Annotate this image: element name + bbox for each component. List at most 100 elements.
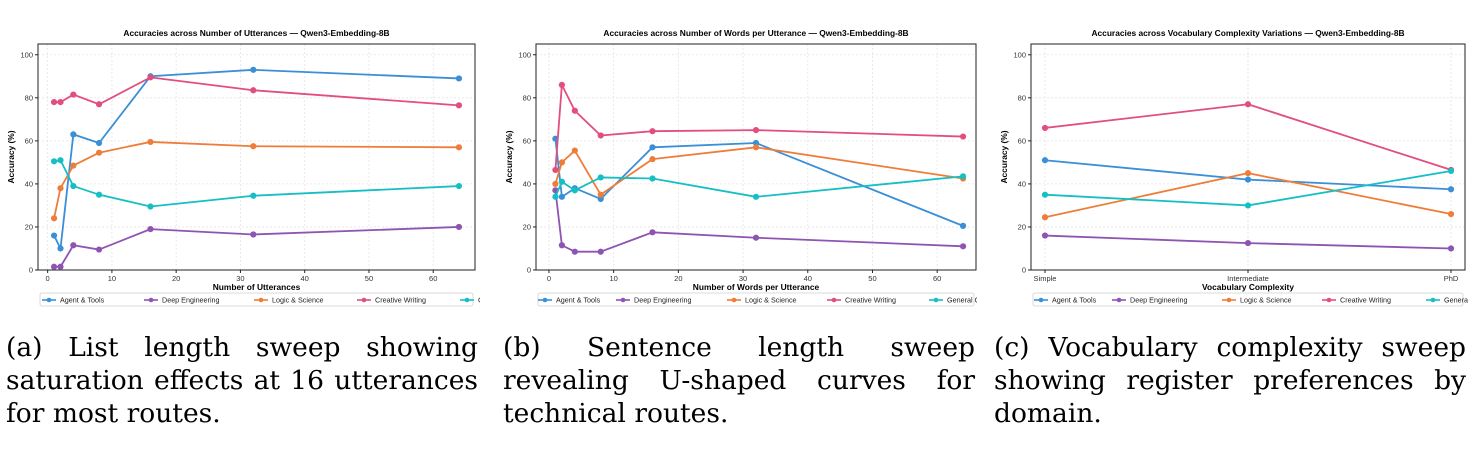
data-point: [558, 242, 565, 249]
data-point: [552, 166, 559, 174]
legend: Agent & Tools Deep Engineering Logic & Sci…: [1032, 292, 1468, 307]
data-point: [1244, 101, 1252, 108]
x-tick-label: 40: [301, 274, 309, 283]
legend-item: Creative Writing: [827, 296, 896, 305]
y-tick-label: 20: [523, 223, 531, 232]
legend-item: Creative Writing: [357, 296, 426, 305]
y-tick-label: 40: [523, 180, 531, 189]
x-tick-label: 40: [804, 274, 812, 283]
y-tick-label: 0: [527, 266, 531, 275]
data-point: [1244, 170, 1252, 177]
chart-title: Accuracies across Vocabulary Complexity …: [1091, 28, 1404, 38]
data-point: [597, 174, 604, 181]
data-point: [250, 143, 257, 150]
series-creative-writing: [50, 74, 463, 109]
figure-panel-b: Accuracies across Number of Words per Ut…: [497, 0, 977, 454]
plot-frame: [535, 43, 977, 271]
legend-label: Deep Engineering: [1130, 296, 1188, 305]
y-tick-label: 100: [518, 50, 531, 59]
data-point: [959, 173, 967, 180]
legend-item: General Chat: [1426, 296, 1468, 305]
legend-item: General Chat: [460, 296, 480, 305]
x-tick-label: 30: [236, 274, 244, 283]
data-point: [649, 156, 656, 163]
chart-a: Accuracies across Number of Utterances —…: [6, 28, 480, 307]
data-point: [250, 87, 257, 94]
x-axis-label: Number of Utterances: [213, 282, 301, 292]
data-point: [752, 193, 760, 200]
data-point: [250, 192, 257, 199]
data-point: [57, 157, 64, 164]
series-deep-engineering: [552, 187, 967, 255]
series-deep-engineering: [1041, 232, 1455, 252]
caption-a: (a) List length sweep showing saturation…: [6, 332, 478, 429]
data-point: [1447, 186, 1455, 193]
data-point: [959, 243, 967, 250]
x-tick-label: 0: [46, 274, 50, 283]
data-point: [649, 229, 656, 236]
data-point: [147, 138, 154, 146]
data-point: [597, 132, 604, 139]
data-point: [752, 126, 760, 134]
y-tick-label: 20: [1018, 223, 1026, 232]
data-point: [649, 128, 656, 135]
x-tick-label: 20: [674, 274, 682, 283]
data-point: [70, 91, 77, 98]
legend-item: Logic & Science: [254, 296, 324, 305]
x-tick-label: 50: [868, 274, 876, 283]
series-agent-tools: [50, 66, 463, 252]
chart-title: Accuracies across Number of Utterances —…: [123, 28, 389, 38]
data-point: [95, 246, 103, 253]
legend-label: Logic & Science: [1240, 296, 1292, 305]
y-tick-label: 80: [523, 93, 531, 102]
legend-item: Agent & Tools: [1034, 296, 1097, 305]
data-point: [70, 182, 77, 190]
data-point: [597, 248, 604, 255]
data-point: [1447, 245, 1455, 252]
series-general-chat: [552, 173, 967, 200]
data-point: [70, 131, 77, 138]
data-point: [752, 144, 760, 151]
data-point: [57, 185, 64, 192]
legend-item: Logic & Science: [727, 296, 797, 305]
data-point: [50, 99, 58, 106]
data-point: [597, 195, 604, 203]
y-tick-label: 60: [523, 136, 531, 145]
data-point: [959, 222, 967, 229]
data-point: [95, 139, 103, 147]
y-tick-label: 60: [25, 136, 33, 145]
series-agent-tools: [1041, 157, 1455, 193]
data-point: [50, 215, 58, 222]
data-point: [571, 248, 578, 255]
legend: Agent & Tools Deep Engineering Logic & Sci…: [537, 292, 977, 307]
figure-panel-c: Accuracies across Vocabulary Complexity …: [988, 0, 1468, 454]
data-point: [147, 226, 154, 233]
y-axis-label: Accuracy (%): [6, 130, 16, 183]
data-point: [50, 232, 58, 239]
data-point: [1041, 157, 1049, 164]
series-logic-science: [1041, 170, 1455, 221]
y-tick-label: 100: [1013, 50, 1026, 59]
series-line: [54, 76, 459, 107]
figure-panel-a: Accuracies across Number of Utterances —…: [0, 0, 480, 454]
data-point: [1041, 214, 1049, 221]
x-axis-label: Number of Words per Utterance: [693, 282, 820, 292]
x-tick-label: 20: [172, 274, 180, 283]
legend-label: Logic & Science: [272, 296, 324, 305]
data-point: [649, 175, 656, 182]
caption-c: (c) Vocabulary complexity sweep showing …: [994, 332, 1466, 429]
y-tick-label: 0: [1022, 266, 1026, 275]
legend-item: Creative Writing: [1322, 296, 1391, 305]
chart-title: Accuracies across Number of Words per Ut…: [603, 28, 908, 38]
series-line: [554, 146, 964, 196]
data-point: [752, 234, 760, 241]
legend-label: General Chat: [1444, 296, 1468, 305]
data-point: [959, 133, 967, 140]
x-tick-label: 0: [547, 274, 551, 283]
legend-label: General Chat: [947, 296, 977, 305]
x-tick-label: 10: [609, 274, 617, 283]
data-point: [1041, 124, 1049, 132]
series-logic-science: [552, 144, 967, 198]
x-tick-label: 10: [108, 274, 116, 283]
data-point: [70, 162, 77, 169]
